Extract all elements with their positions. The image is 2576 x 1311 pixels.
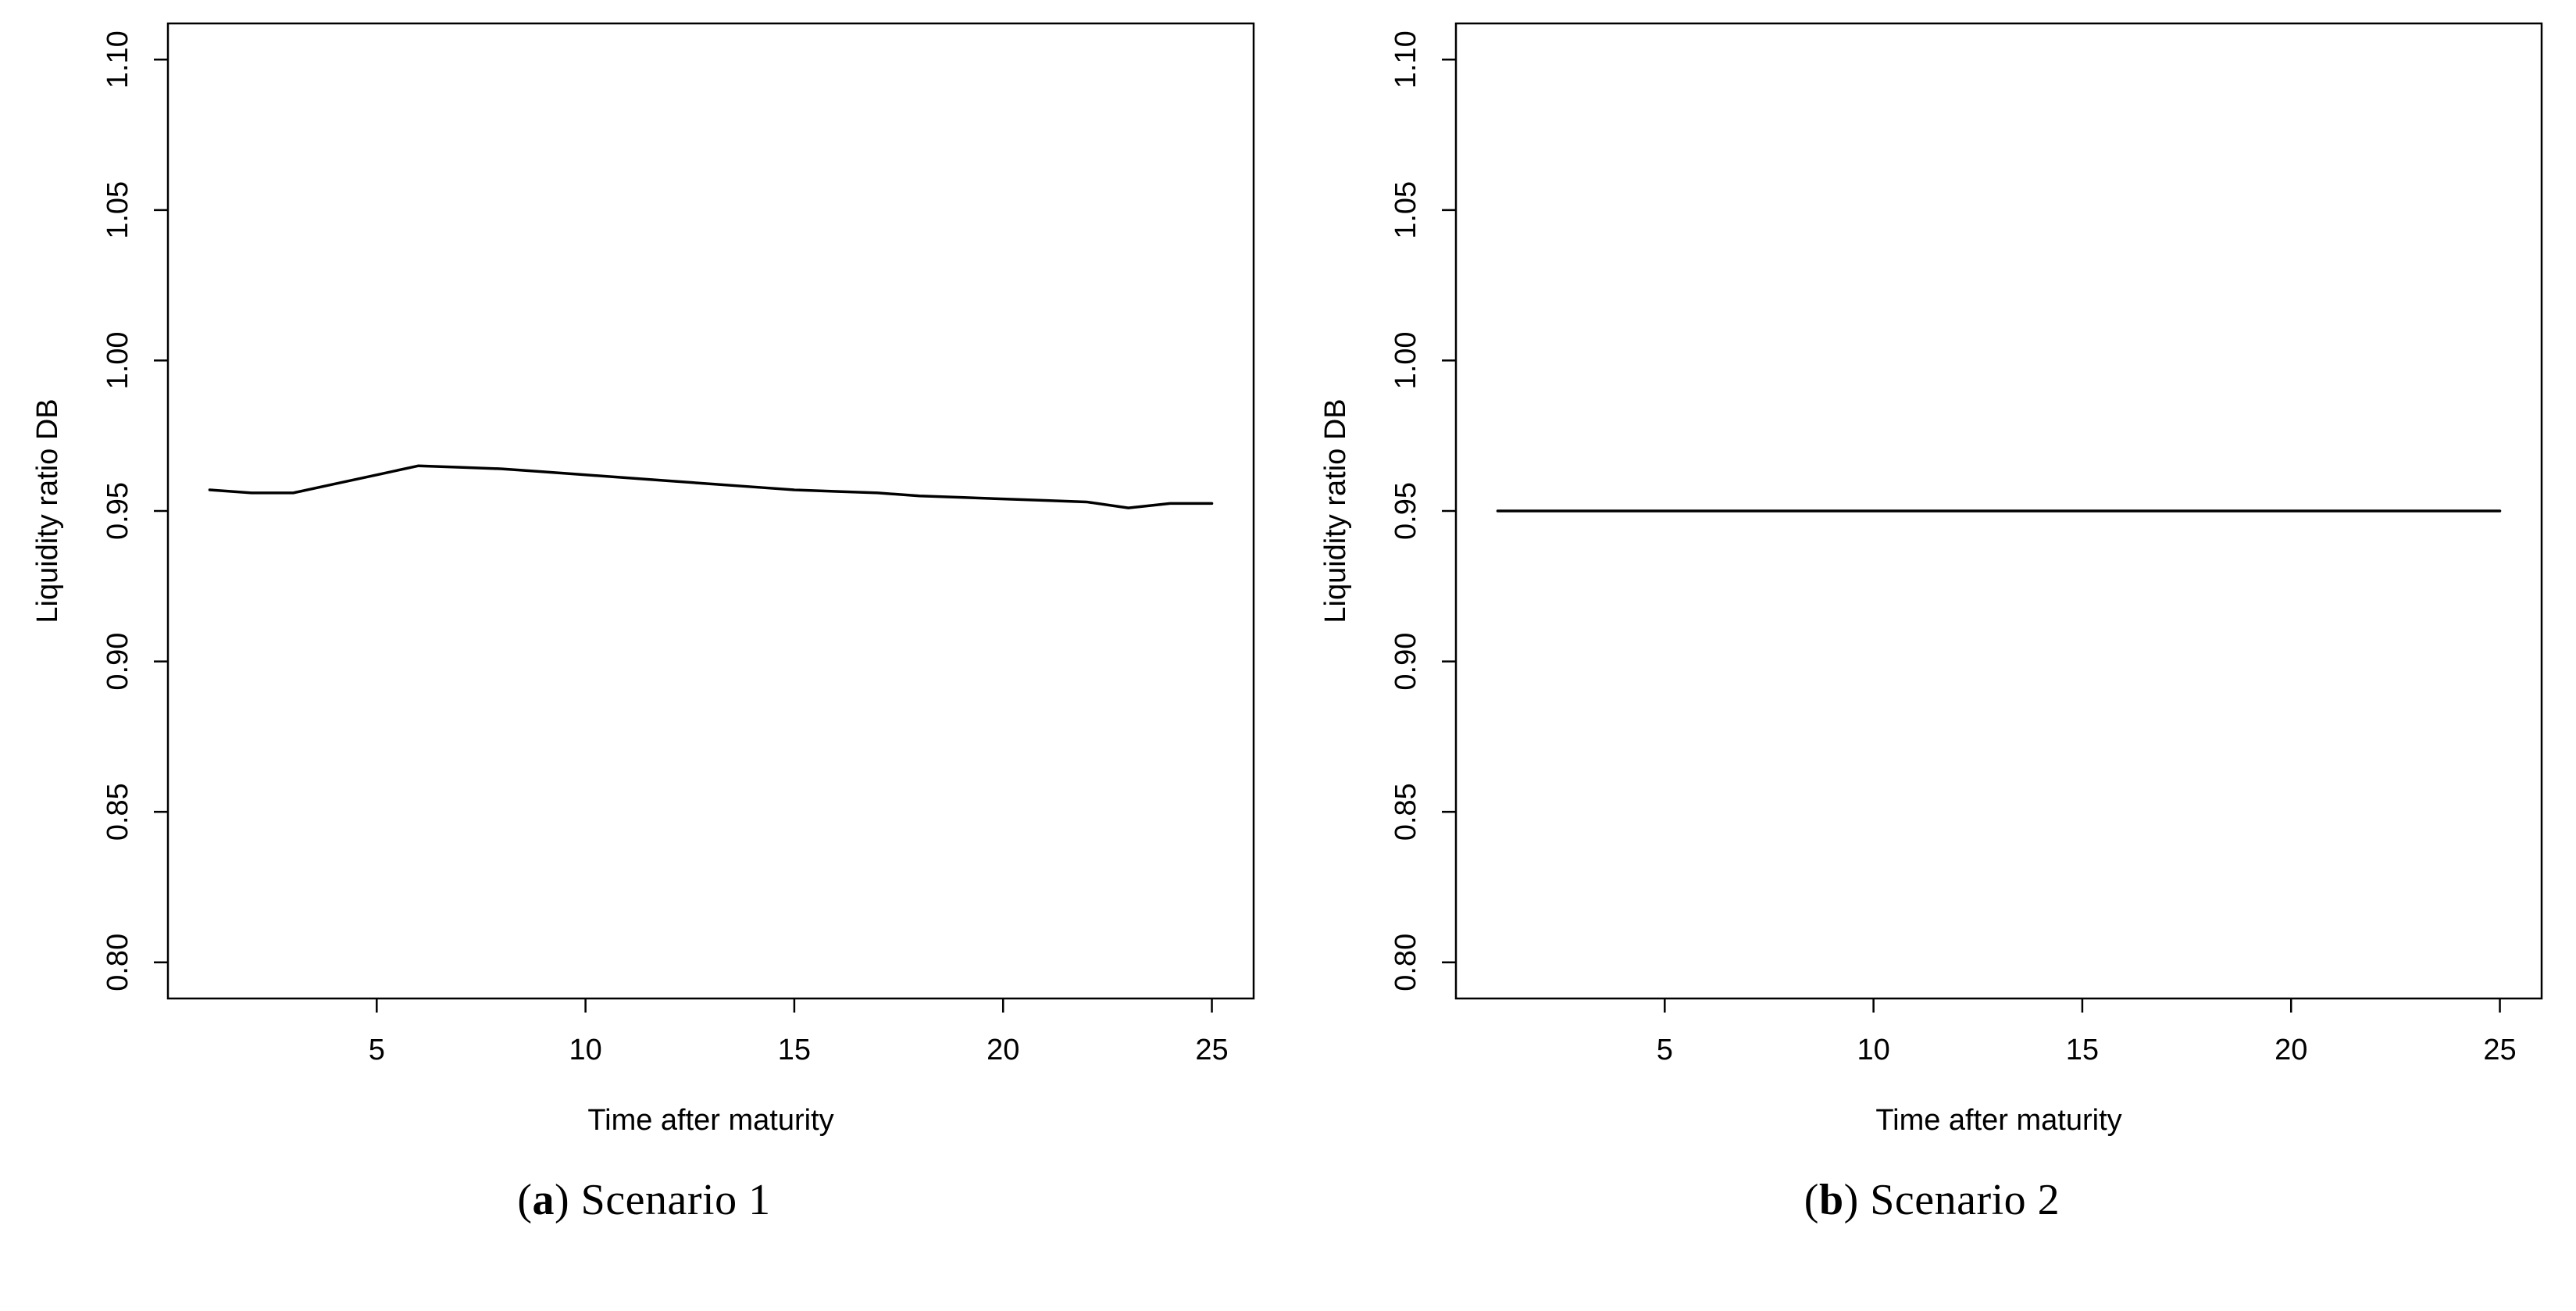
caption-letter: b — [1818, 1176, 1844, 1224]
y-tick-label: 0.85 — [102, 783, 134, 841]
y-axis-label: Liquidity ratio DB — [1319, 398, 1352, 623]
y-tick-label: 0.95 — [102, 482, 134, 540]
plot-box — [166, 22, 1255, 1000]
y-tick-label: 1.00 — [1390, 331, 1422, 389]
x-axis-label: Time after maturity — [587, 1104, 833, 1137]
caption-scenario-1: (a) Scenario 1 — [517, 1175, 770, 1225]
y-tick-label: 0.90 — [102, 633, 134, 691]
y-tick-label: 0.95 — [1390, 482, 1422, 540]
x-tick-label: 10 — [1857, 1034, 1889, 1066]
x-tick-label: 5 — [1657, 1034, 1673, 1066]
x-tick-label: 25 — [1195, 1034, 1228, 1066]
y-tick-label: 1.05 — [1390, 181, 1422, 239]
y-tick-label: 1.00 — [102, 331, 134, 389]
panel-scenario-1: 5 10 15 20 25 0.80 0.85 0.90 0.95 1.00 1.05 1.10 Tim… — [31, 22, 1255, 1225]
x-tick-label: 20 — [2275, 1034, 2307, 1066]
scenario-1-chart: 5 10 15 20 25 0.80 0.85 0.90 0.95 1.00 1.05 1.10 Tim… — [31, 22, 1255, 1137]
y-tick-label: 0.80 — [1390, 934, 1422, 991]
scenario-2-chart: 5 10 15 20 25 0.80 0.85 0.90 0.95 1.00 1.05 1.10 Tim… — [1319, 22, 2543, 1137]
data-line — [208, 464, 1214, 509]
x-tick-label: 10 — [569, 1034, 601, 1066]
x-tick-label: 25 — [2483, 1034, 2516, 1066]
y-tick-label: 0.85 — [1390, 783, 1422, 841]
caption-pre: ( — [1804, 1176, 1819, 1224]
x-tick-label: 5 — [369, 1034, 385, 1066]
caption-post: ) Scenario 1 — [555, 1176, 771, 1224]
y-tick-label: 1.10 — [102, 30, 134, 88]
caption-pre: ( — [517, 1176, 533, 1224]
y-tick-label: 1.05 — [102, 181, 134, 239]
y-tick-label: 0.80 — [102, 934, 134, 991]
caption-post: ) Scenario 2 — [1843, 1176, 2060, 1224]
y-tick-label: 0.90 — [1390, 633, 1422, 691]
y-tick-label: 1.10 — [1390, 30, 1422, 88]
caption-scenario-2: (b) Scenario 2 — [1804, 1175, 2060, 1225]
x-tick-label: 20 — [987, 1034, 1019, 1066]
x-tick-label: 15 — [2066, 1034, 2099, 1066]
x-axis-label: Time after maturity — [1875, 1104, 2121, 1137]
x-tick-label: 15 — [778, 1034, 811, 1066]
y-axis-label: Liquidity ratio DB — [31, 398, 64, 623]
panel-scenario-2: 5 10 15 20 25 0.80 0.85 0.90 0.95 1.00 1.05 1.10 Tim… — [1288, 0, 2576, 1311]
caption-letter: a — [532, 1176, 555, 1224]
